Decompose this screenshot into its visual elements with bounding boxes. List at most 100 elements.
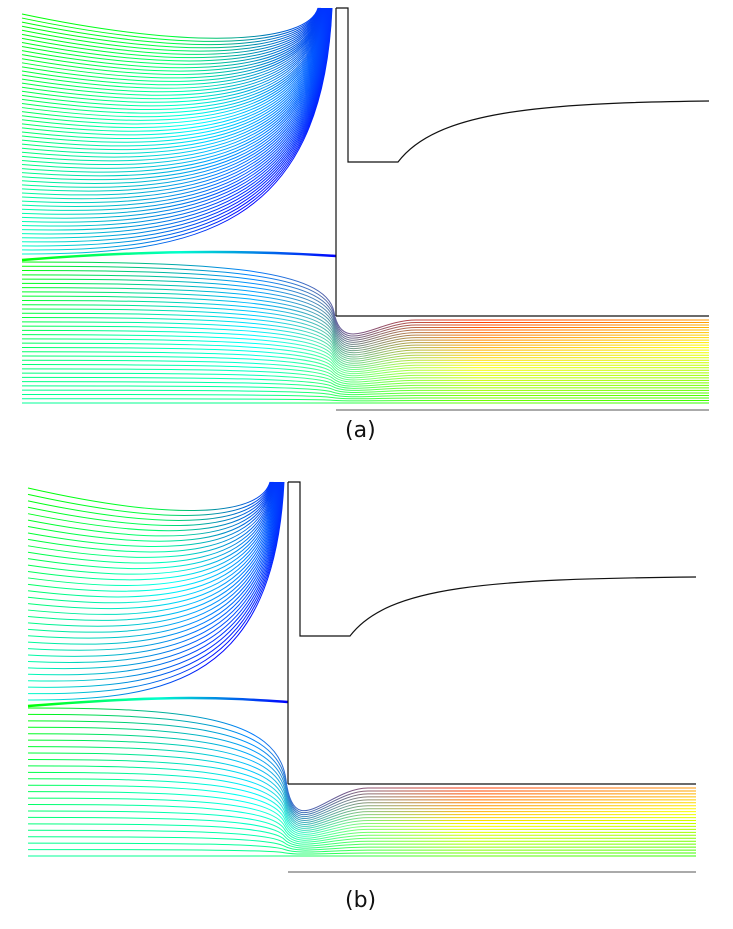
streamline-lower [27, 810, 696, 843]
nozzle-wall [336, 7, 710, 163]
streamline-upper [21, 7, 332, 239]
streamline-upper [21, 7, 325, 132]
streamline-upper [21, 7, 332, 235]
streamline-upper [27, 481, 283, 670]
streamline-upper [27, 481, 272, 521]
streamline-upper [21, 7, 320, 59]
panel-b: (b) [0, 460, 733, 929]
streamline-upper [21, 7, 332, 243]
streamline-upper [21, 7, 328, 177]
streamline-lower [21, 372, 709, 389]
streamline-upper [21, 7, 320, 55]
streamline-lower [27, 752, 696, 825]
streamline-upper [21, 7, 323, 93]
streamline-upper [27, 481, 273, 532]
panel-a: (a) [0, 0, 733, 460]
streamline-lower [27, 804, 696, 841]
streamline-lower [21, 368, 709, 387]
streamline-lower [21, 325, 709, 366]
streamline-lower [21, 393, 709, 400]
streamline-upper [21, 7, 321, 65]
streamline-upper [21, 7, 325, 121]
streamline-lower [21, 398, 709, 402]
streamline-lower [21, 355, 709, 381]
streamline-upper [27, 481, 271, 512]
streamline-upper [21, 7, 324, 110]
streamline-lower [21, 312, 709, 360]
streamline-upper [21, 7, 323, 89]
streamline-lower [27, 797, 696, 839]
streamline-lower [21, 381, 709, 394]
streamline-lower [27, 758, 696, 827]
streamline-lower [21, 278, 709, 343]
streamline-lower [27, 836, 696, 851]
streamline-upper [21, 7, 319, 46]
streamline-upper [21, 7, 319, 42]
streamline-upper [27, 481, 277, 586]
streamline-upper [21, 7, 323, 96]
streamline-upper [27, 481, 284, 682]
streamline-lower [21, 282, 709, 345]
streamline-lower [21, 295, 709, 352]
streamline-upper [21, 7, 324, 114]
streamline-lower [21, 329, 709, 368]
streamline-upper [27, 481, 278, 604]
streamline-upper [27, 481, 280, 633]
streamline-upper [21, 7, 328, 166]
streamline-upper [21, 7, 320, 52]
streamline-upper [27, 481, 283, 676]
streamline-lower [27, 791, 696, 837]
streamline-upper [21, 7, 331, 219]
streamline-upper [21, 7, 330, 200]
caption-a: (a) [345, 418, 376, 443]
streamline-upper [21, 7, 322, 86]
streamline-upper [21, 7, 326, 136]
streamline-lower [21, 274, 709, 341]
streamline-lower [27, 784, 696, 835]
streamline-upper [27, 481, 279, 621]
streamline-lower [21, 364, 709, 385]
streamline-upper [21, 7, 329, 188]
streamline-upper [27, 481, 280, 627]
streamline-upper [21, 7, 324, 107]
streamline-lower [27, 707, 696, 812]
streamline-lower [21, 291, 709, 350]
streamline-upper [27, 481, 278, 598]
streamline-upper [21, 7, 322, 82]
streamline-lower [21, 334, 709, 371]
streamline-lower [21, 389, 709, 398]
streamline-lower [27, 771, 696, 831]
nozzle-wall [288, 481, 697, 637]
streamline-lower [21, 342, 709, 375]
streamline-upper [27, 481, 274, 548]
streamline-upper [21, 7, 320, 49]
streamline-upper [21, 7, 322, 79]
streamline-upper [21, 7, 333, 255]
streamline-upper [27, 481, 271, 516]
streamline-upper [21, 7, 321, 69]
streamline-lower [21, 385, 709, 396]
streamline-lower [21, 261, 709, 335]
streamline-lower [27, 842, 696, 853]
streamline-upper [21, 7, 327, 151]
streamline-upper [21, 7, 329, 192]
streamline-lower [27, 739, 696, 821]
streamline-upper [27, 481, 281, 645]
dividing-streamline [27, 696, 289, 708]
streamline-upper [27, 481, 277, 592]
streamline-upper [21, 7, 322, 75]
streamline-upper [27, 481, 285, 695]
streamline-upper [27, 481, 274, 553]
dividing-streamline [21, 250, 337, 262]
streamline-upper [21, 7, 325, 129]
streamline-upper [27, 481, 276, 570]
streamline-upper [21, 7, 331, 223]
streamline-upper [21, 7, 329, 184]
streamline-lower [27, 829, 696, 849]
streamline-lower [27, 713, 696, 814]
streamline-upper [21, 7, 332, 231]
streamline-upper [21, 7, 326, 143]
streamline-upper [21, 7, 331, 215]
streamline-upper [27, 481, 272, 527]
streamline-upper [27, 481, 282, 663]
